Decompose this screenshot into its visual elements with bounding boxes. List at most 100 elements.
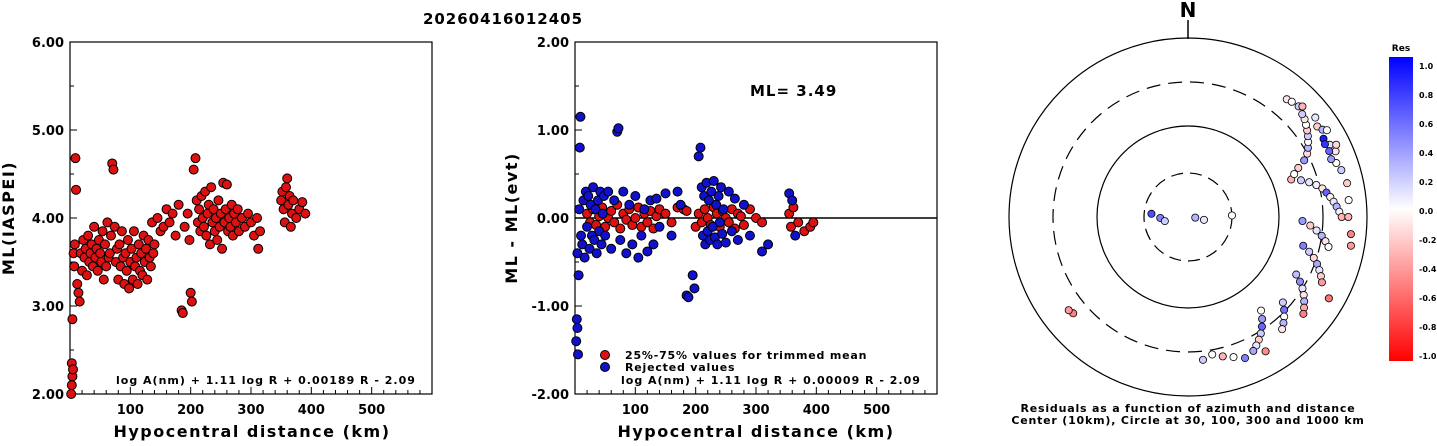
- data-point: [167, 208, 178, 219]
- station-marker: [1344, 212, 1353, 221]
- y-tick-group: 2.00 3.00 4.00 5.00 6.00: [32, 36, 77, 403]
- station-marker: [1299, 241, 1308, 250]
- ring-1000km: [1008, 37, 1368, 397]
- data-point: [252, 213, 263, 223]
- station-marker: [1191, 213, 1200, 222]
- data-point: [179, 221, 190, 232]
- station-marker: [1218, 352, 1227, 361]
- data-point: [603, 186, 614, 197]
- station-marker: [1306, 221, 1315, 230]
- data-point: [615, 223, 626, 234]
- points-group: [66, 153, 311, 399]
- data-point: [793, 217, 804, 228]
- data-point: [170, 230, 181, 241]
- x-tick-group: 100 200 300 400 500: [586, 387, 926, 418]
- data-point: [630, 191, 641, 201]
- data-point: [639, 204, 650, 215]
- data-point: [706, 186, 717, 197]
- station-marker: [1305, 247, 1314, 256]
- station-marker: [1064, 306, 1073, 315]
- station-marker: [1229, 353, 1238, 362]
- data-point: [790, 230, 801, 241]
- data-point: [589, 235, 600, 245]
- data-point: [285, 221, 296, 232]
- data-point: [575, 111, 586, 122]
- station-marker: [1199, 215, 1208, 224]
- data-point: [66, 380, 77, 391]
- data-point: [69, 261, 80, 272]
- data-point: [636, 230, 647, 241]
- station-marker: [1160, 217, 1169, 226]
- data-point: [618, 186, 629, 197]
- station-marker: [1261, 347, 1270, 356]
- station-marker: [1287, 97, 1296, 106]
- data-point: [116, 226, 127, 237]
- data-point: [712, 239, 723, 250]
- legend-label-trimmed: 25%-75% values for trimmed mean: [625, 349, 867, 362]
- station-marker: [1257, 306, 1266, 315]
- data-point: [708, 176, 719, 187]
- x-tick-label: 400: [803, 403, 830, 418]
- data-point: [583, 191, 594, 201]
- x-tick-label: 300: [742, 403, 769, 418]
- data-point: [108, 164, 119, 175]
- data-point: [695, 142, 706, 153]
- station-marker: [1309, 253, 1318, 262]
- y-tick-label: 4.00: [32, 212, 64, 227]
- data-point: [132, 279, 143, 289]
- y-tick-label: 2.00: [537, 36, 569, 51]
- colorbar-gradient: [1389, 57, 1413, 361]
- data-point: [714, 217, 725, 228]
- data-point: [582, 221, 593, 232]
- data-point: [713, 191, 724, 201]
- data-point: [787, 195, 798, 206]
- formula-text: log A(nm) + 1.11 log R + 0.00009 R - 2.0…: [621, 374, 921, 387]
- station-marker: [1278, 325, 1287, 334]
- station-marker: [1298, 110, 1307, 119]
- colorbar-tick-group: 1.0 0.8 0.6 0.4 0.2 0.0 -0.2 -0.4 -0.6 -0.8 -1.0: [1419, 62, 1437, 361]
- ml-annotation: ML= 3.49: [750, 82, 837, 100]
- data-point: [720, 237, 731, 248]
- data-point: [177, 308, 188, 319]
- data-point: [738, 220, 749, 231]
- x-tick-label: 300: [237, 403, 264, 418]
- station-marker: [1324, 242, 1333, 251]
- data-point: [194, 204, 205, 215]
- colorbar-tick-label: -1.0: [1419, 352, 1437, 361]
- data-point: [70, 153, 81, 164]
- data-point: [648, 239, 659, 250]
- data-point: [102, 217, 113, 228]
- data-point: [128, 226, 139, 237]
- data-point: [642, 246, 653, 257]
- data-point: [184, 235, 195, 245]
- data-point: [572, 248, 583, 259]
- residual-vs-distance-plot: -2.00 -1.00 0.00 1.00 2.00 100 200 300 400 500 M…: [502, 36, 938, 441]
- data-point: [282, 173, 293, 184]
- data-point: [609, 217, 620, 228]
- data-point: [687, 270, 698, 281]
- data-point: [212, 235, 223, 245]
- data-point: [97, 226, 108, 237]
- data-point: [651, 193, 662, 204]
- station-marker: [1320, 140, 1329, 149]
- y-axis-label: ML - ML(evt): [502, 152, 521, 284]
- station-marker: [1294, 163, 1303, 172]
- station-marker: [1295, 277, 1304, 286]
- station-marker: [1327, 155, 1336, 164]
- data-point: [142, 274, 153, 285]
- caption-line-1: Residuals as a function of azimuth and d…: [1020, 402, 1355, 415]
- station-marker: [1208, 350, 1217, 359]
- data-point: [757, 246, 768, 257]
- data-point: [71, 184, 82, 195]
- data-point: [693, 151, 704, 162]
- data-point: [72, 279, 83, 289]
- data-point: [122, 235, 133, 245]
- station-marker: [1278, 298, 1287, 307]
- colorbar-tick-label: 0.4: [1419, 149, 1434, 158]
- colorbar-tick-label: 0.6: [1419, 120, 1434, 129]
- station-marker: [1305, 178, 1314, 187]
- legend-label-rejected: Rejected values: [625, 361, 735, 374]
- data-point: [571, 314, 582, 325]
- data-point: [576, 230, 587, 241]
